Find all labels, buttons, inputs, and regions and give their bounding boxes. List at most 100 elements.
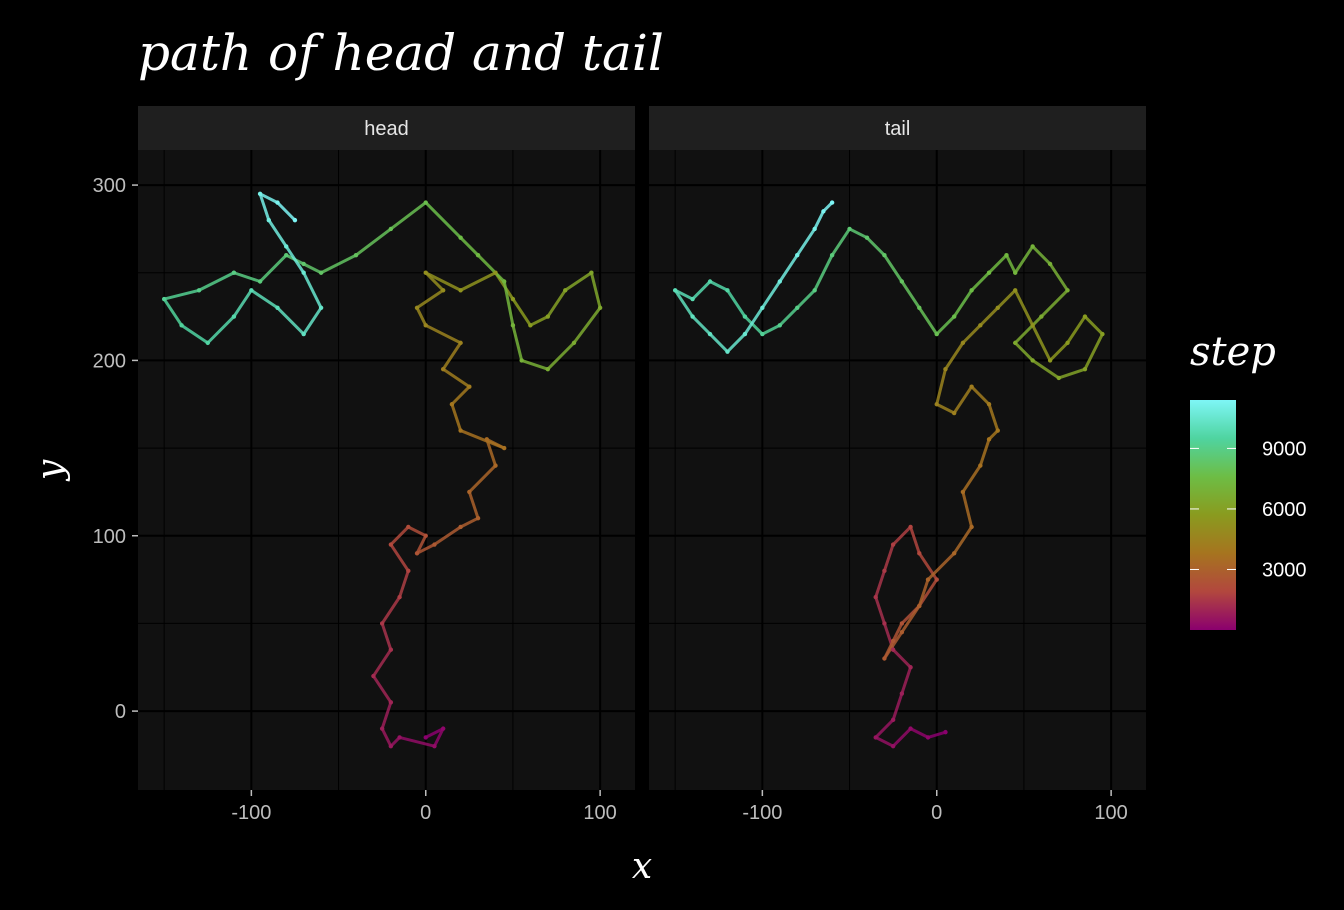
head-path-point [318,270,324,275]
head-path-point [545,366,551,372]
tail-path-segment [882,253,904,284]
tail-path-segment [1066,315,1087,345]
tail-path-point [951,410,957,416]
tail-path-point [795,253,800,258]
head-path-segment [354,227,393,257]
head-path-point [458,288,463,293]
head-path-segment [276,306,306,336]
head-path-segment [162,288,201,301]
tail-path-point [890,542,896,547]
head-path-point [388,647,394,652]
tail-path-point [986,402,992,407]
tail-path-segment [891,692,904,722]
head-path-point [379,726,385,731]
tail-path-segment [865,236,886,257]
tail-path-segment [1057,367,1087,380]
tail-path-point [908,665,913,670]
tail-path-point [917,551,922,556]
tail-path-segment [917,306,939,336]
tail-path-point [777,279,782,284]
tail-path-point [725,288,730,293]
tail-path-segment [708,332,729,354]
tail-path-point [917,305,922,311]
tail-path-segment [891,621,904,643]
head-path-point [301,270,306,275]
tail-path-point [882,656,887,661]
tail-path-point [760,305,765,311]
tail-path-segment [691,280,712,301]
head-path-segment [232,271,262,284]
head-path-point [571,340,577,346]
tail-path-segment [1031,244,1052,266]
facet-panel-tail: tail -100 0 100 [649,106,1146,824]
head-path-point [301,261,306,267]
tail-path-point [873,735,878,740]
head-path-point [301,331,306,337]
tail-path-point [742,331,748,337]
tail-path-segment [1031,323,1052,362]
tail-path-segment [1013,244,1035,275]
head-path-segment [424,727,445,739]
head-path-point [423,735,428,740]
tail-path-segment [978,437,991,468]
head-path-point [179,323,184,328]
head-path-segment [432,525,463,547]
tail-path-segment [1013,341,1035,362]
tail-path-point [1082,314,1088,319]
head-path-point [440,366,446,372]
head-path-point [423,270,428,275]
tail-path-segment [813,209,825,231]
tail-path-point [760,331,765,337]
tail-path-point [690,314,695,319]
head-path-segment [389,201,428,231]
head-path-point [589,270,594,275]
head-path-point [423,200,428,205]
head-path-segment [389,543,410,573]
tail-path-segment [708,280,729,292]
x-tick-label: 0 [931,802,942,824]
tail-path-point [847,226,852,232]
tail-path-segment [882,630,904,660]
head-path-point [406,524,411,530]
tail-path-point [978,323,983,328]
tail-path-segment [900,604,921,634]
head-path-segment [258,253,288,284]
tail-path-point [908,524,913,530]
head-path-segment [398,735,436,748]
head-path-segment [546,341,576,371]
head-path-segment [528,315,550,327]
head-path-point [493,270,498,275]
step-legend: step 3000 6000 9000 [1190,329,1307,630]
head-path-point [397,594,402,600]
head-path-segment [415,288,445,310]
tail-path-point [812,226,817,232]
head-path-point [318,305,324,311]
tail-path-segment [778,253,799,284]
head-path-point [519,358,524,363]
tail-path-point [890,743,896,749]
tail-path-point [777,323,782,328]
tail-path-segment [1013,315,1043,345]
tail-path-segment [1039,288,1070,319]
head-path-segment [459,271,497,292]
y-axis-title: y [30,459,71,482]
tail-path-segment [996,288,1017,310]
head-path-segment [415,534,428,555]
head-path-point [231,270,237,275]
head-path-segment [415,306,428,327]
tail-path-point [882,253,887,258]
y-tick-label: 200 [93,350,126,372]
head-path-segment [563,271,593,292]
head-path-point [406,568,411,574]
tail-path-point [917,603,922,609]
head-path-segment [302,271,323,310]
y-tick-label: 300 [93,175,126,197]
tail-path-segment [917,578,930,608]
tail-path-point [829,253,835,258]
head-path-segment [589,271,602,310]
head-path-segment [441,367,471,389]
head-path-segment [197,271,236,292]
tail-path-point [707,331,713,337]
tail-path-point [943,366,948,372]
